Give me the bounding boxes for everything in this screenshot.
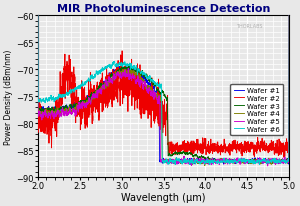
Wafer #2 bbox=[283, 148, 286, 151]
Wafer #2 bbox=[64, 75, 68, 77]
Wafer #3 bbox=[36, 15, 40, 18]
Wafer #3 bbox=[64, 106, 68, 109]
Wafer #1 bbox=[143, 80, 147, 82]
Line: Wafer #1: Wafer #1 bbox=[38, 16, 289, 165]
Wafer #5 bbox=[255, 158, 259, 160]
Wafer #6 bbox=[132, 66, 136, 68]
Wafer #2 bbox=[132, 90, 136, 92]
Wafer #1 bbox=[283, 160, 286, 162]
Wafer #1 bbox=[188, 163, 192, 166]
Wafer #2 bbox=[255, 149, 259, 151]
Line: Wafer #2: Wafer #2 bbox=[38, 16, 289, 157]
Line: Wafer #3: Wafer #3 bbox=[38, 16, 289, 164]
Wafer #4 bbox=[203, 165, 207, 167]
Line: Wafer #5: Wafer #5 bbox=[38, 16, 289, 166]
Wafer #3 bbox=[143, 76, 147, 79]
Wafer #1 bbox=[36, 15, 40, 18]
Wafer #6 bbox=[36, 15, 40, 18]
Wafer #6 bbox=[143, 74, 147, 76]
Wafer #1 bbox=[64, 105, 68, 108]
Wafer #2 bbox=[287, 15, 291, 18]
Wafer #1 bbox=[80, 100, 83, 102]
Wafer #6 bbox=[287, 15, 291, 18]
Text: THORLABS: THORLABS bbox=[236, 24, 263, 29]
Y-axis label: Power Density (dBm/nm): Power Density (dBm/nm) bbox=[4, 49, 13, 144]
Wafer #3 bbox=[287, 15, 291, 18]
Legend: Wafer #1, Wafer #2, Wafer #3, Wafer #4, Wafer #5, Wafer #6: Wafer #1, Wafer #2, Wafer #3, Wafer #4, … bbox=[230, 84, 283, 136]
Wafer #4 bbox=[287, 15, 291, 18]
Wafer #5 bbox=[143, 83, 147, 85]
Wafer #2 bbox=[36, 15, 40, 18]
Wafer #6 bbox=[283, 160, 286, 163]
Wafer #3 bbox=[247, 163, 250, 165]
Wafer #4 bbox=[143, 82, 147, 84]
Wafer #5 bbox=[80, 103, 83, 106]
Wafer #6 bbox=[80, 85, 83, 87]
Wafer #5 bbox=[287, 15, 291, 18]
Wafer #6 bbox=[64, 91, 68, 94]
Wafer #6 bbox=[258, 164, 261, 166]
Wafer #2 bbox=[80, 106, 83, 109]
Wafer #3 bbox=[256, 161, 259, 163]
Wafer #2 bbox=[282, 156, 286, 159]
Wafer #5 bbox=[132, 76, 136, 78]
Wafer #3 bbox=[132, 71, 136, 73]
Wafer #4 bbox=[64, 109, 68, 112]
Wafer #5 bbox=[266, 165, 269, 167]
Wafer #1 bbox=[132, 70, 136, 73]
Line: Wafer #4: Wafer #4 bbox=[38, 16, 289, 166]
Wafer #4 bbox=[283, 159, 286, 162]
Wafer #5 bbox=[36, 15, 40, 18]
Wafer #1 bbox=[256, 158, 259, 160]
Wafer #6 bbox=[255, 161, 259, 163]
Wafer #5 bbox=[64, 113, 68, 116]
Wafer #2 bbox=[143, 103, 147, 106]
Wafer #4 bbox=[256, 159, 259, 161]
Wafer #3 bbox=[283, 160, 286, 162]
Line: Wafer #6: Wafer #6 bbox=[38, 16, 289, 165]
Title: MIR Photoluminescence Detection: MIR Photoluminescence Detection bbox=[57, 4, 270, 14]
Wafer #4 bbox=[132, 72, 136, 75]
X-axis label: Wavelength (μm): Wavelength (μm) bbox=[121, 192, 206, 202]
Wafer #4 bbox=[36, 15, 40, 18]
Wafer #3 bbox=[80, 100, 83, 103]
Wafer #1 bbox=[287, 15, 291, 18]
Wafer #4 bbox=[80, 106, 83, 108]
Wafer #5 bbox=[283, 162, 286, 164]
